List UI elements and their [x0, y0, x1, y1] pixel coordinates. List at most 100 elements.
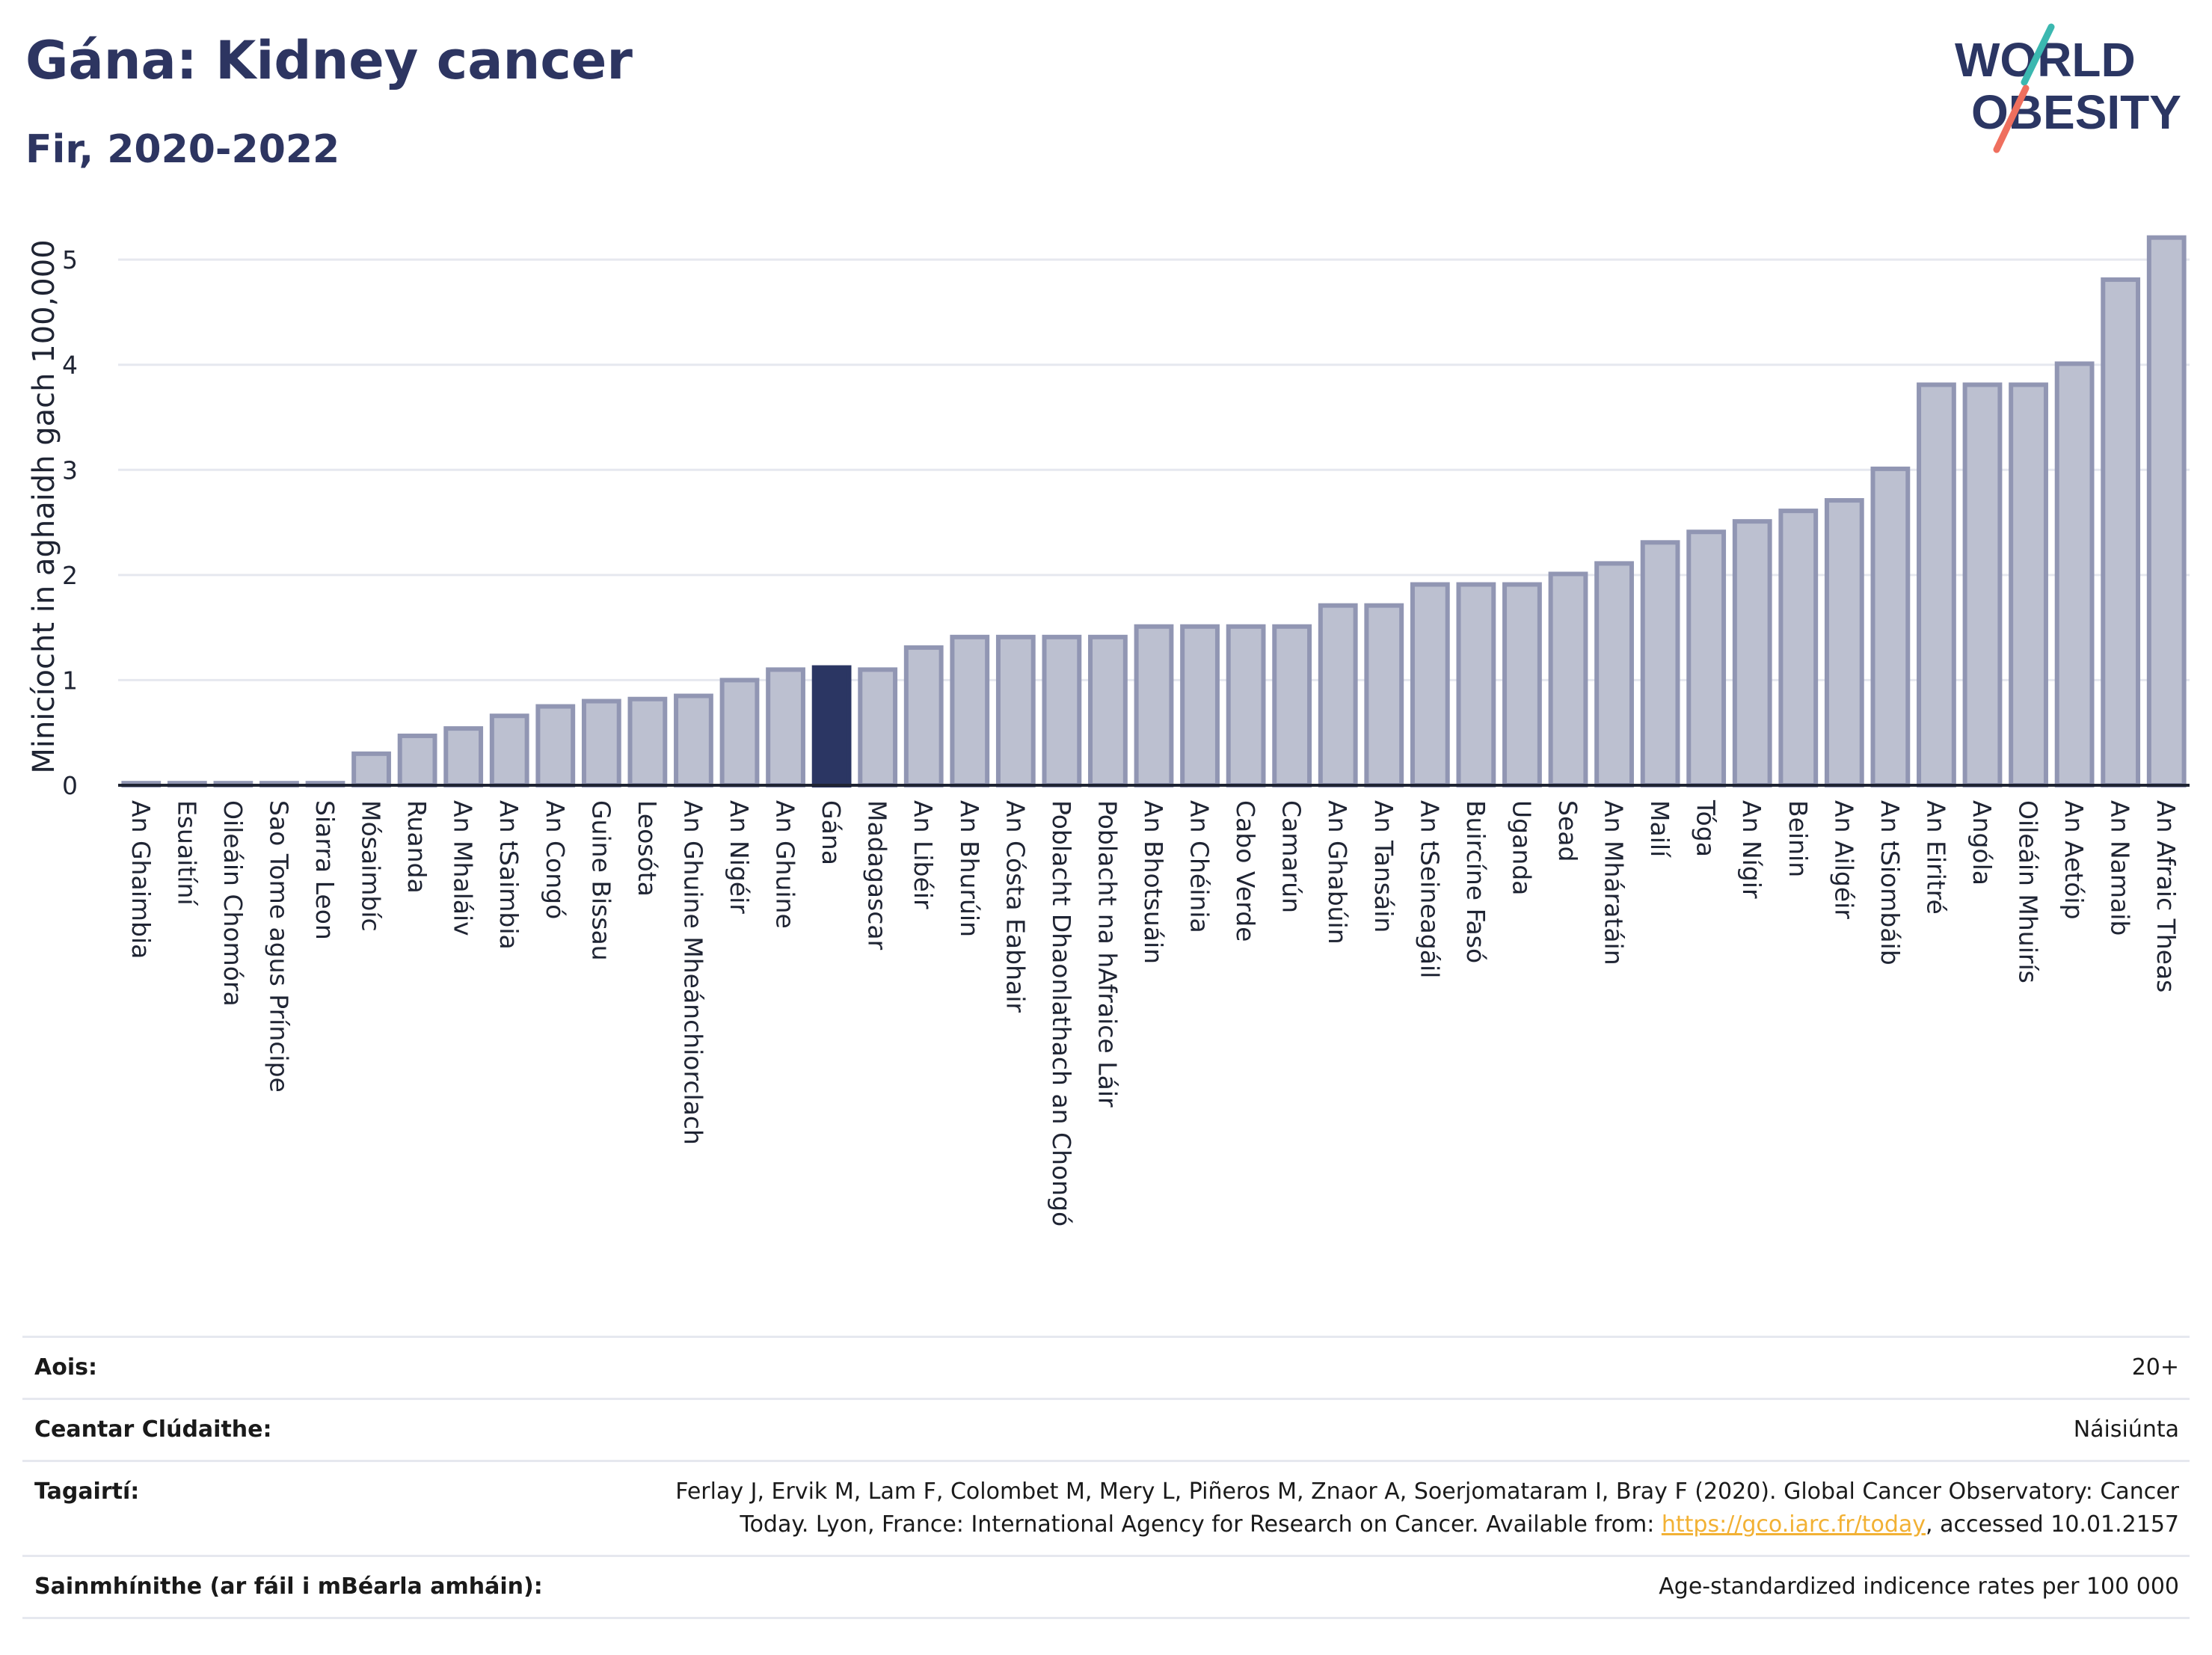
chart-title: Gána: Kidney cancer — [25, 30, 633, 91]
logo-slash-coral — [1993, 85, 2030, 153]
info-label: Ceantar Clúdaithe: — [34, 1416, 272, 1443]
bar — [1778, 509, 1819, 787]
bar — [627, 696, 668, 787]
bar — [950, 634, 990, 787]
x-tick-label: An Ghuine — [771, 800, 800, 929]
x-tick-label: Angóla — [1967, 800, 1997, 885]
x-tick-label: An Congó — [541, 800, 570, 919]
bar — [1962, 382, 2003, 787]
x-tick-label: Leosóta — [633, 800, 662, 897]
info-value-references: Ferlay J, Ervik M, Lam F, Colombet M, Me… — [639, 1476, 2179, 1541]
x-tick-label: An Chéinia — [1185, 800, 1214, 933]
x-tick-label: An Cósta Eabhair — [1001, 800, 1030, 1013]
x-tick-label: Cabo Verde — [1231, 800, 1260, 942]
x-tick-label: Beinin — [1784, 800, 1813, 877]
x-tick-label: An Tansáin — [1369, 800, 1398, 933]
x-tick-label: An Ghabúin — [1323, 800, 1352, 945]
bar — [1134, 624, 1174, 788]
x-tick-label: Ruanda — [402, 800, 431, 894]
bar — [351, 751, 391, 788]
bar — [1917, 382, 1956, 787]
x-tick-label: Madagascar — [863, 800, 892, 951]
chart-subtitle: Fir, 2020-2022 — [25, 127, 340, 172]
y-tick-label: 0 — [62, 771, 78, 800]
x-tick-label: An Eiritré — [1921, 800, 1950, 915]
bar — [766, 667, 805, 788]
reference-link[interactable]: https://gco.iarc.fr/today — [1661, 1511, 1926, 1538]
bar — [1226, 624, 1266, 788]
bar — [581, 698, 621, 788]
x-tick-label: An Ghaimbia — [126, 800, 156, 959]
bar — [1272, 624, 1312, 788]
x-tick-label: An Afraic Theas — [2151, 800, 2181, 992]
bar-highlight — [811, 665, 852, 787]
bar — [1318, 603, 1358, 787]
x-tick-label: Esuaitíní — [172, 800, 201, 906]
x-tick-label: Poblacht na hAfraice Láir — [1093, 800, 1122, 1108]
info-label: Aois: — [34, 1354, 97, 1381]
bar — [2054, 361, 2095, 787]
x-tick-label: Mailí — [1645, 800, 1674, 859]
y-tick-label: 4 — [62, 351, 78, 380]
y-tick-label: 1 — [62, 666, 78, 695]
x-tick-label: Gána — [817, 800, 846, 865]
x-tick-label: An tSiombáib — [1875, 800, 1905, 965]
info-value: Náisiúnta — [2073, 1416, 2179, 1443]
bar — [1456, 582, 1496, 787]
x-tick-label: Tóga — [1692, 799, 1721, 857]
info-row-definitions: Sainmhínithe (ar fáil i mBéarla amháin):… — [22, 1555, 2190, 1619]
x-tick-label: An Aetóip — [2059, 800, 2089, 920]
y-tick-label: 3 — [62, 455, 78, 485]
info-row-coverage: Ceantar Clúdaithe: Náisiúnta — [22, 1398, 2190, 1460]
bar — [674, 693, 713, 787]
info-table: Aois: 20+ Ceantar Clúdaithe: Náisiúnta T… — [22, 1336, 2190, 1619]
bar — [1640, 540, 1680, 787]
bar — [489, 713, 529, 788]
x-tick-label: Oileáin Mhuirís — [2014, 800, 2043, 983]
x-tick-label: Guine Bissau — [586, 800, 615, 961]
bar — [2009, 382, 2048, 787]
info-label: Sainmhínithe (ar fáil i mBéarla amháin): — [34, 1573, 543, 1600]
info-value: 20+ — [2131, 1354, 2179, 1381]
bar — [903, 645, 944, 788]
bar — [2101, 277, 2141, 787]
reference-text: Ferlay J, Ervik M, Lam F, Colombet M, Me… — [675, 1479, 2179, 1538]
bar — [1088, 634, 1128, 787]
x-tick-label: Mósaimbíc — [357, 800, 386, 932]
world-obesity-logo: WORLD OBESITY — [1955, 23, 2181, 153]
bar — [1364, 603, 1404, 787]
bar — [2146, 235, 2187, 788]
x-tick-label: An Libéir — [909, 800, 938, 909]
x-tick-label: An Namaib — [2106, 800, 2135, 936]
x-tick-label: Siarra Leon — [310, 800, 340, 940]
bar — [1180, 624, 1220, 788]
x-tick-label: Sao Tome agus Príncipe — [264, 800, 293, 1093]
y-axis-label: Minicíocht in aghaidh gach 100,000 — [27, 239, 61, 773]
bar — [1870, 466, 1911, 787]
y-tick-label: 2 — [62, 561, 78, 590]
x-tick-label: An Mháratáin — [1600, 800, 1629, 965]
bar — [1594, 561, 1634, 787]
x-tick-label: An Ailgéir — [1829, 800, 1858, 919]
logo-slash-teal — [2021, 23, 2055, 86]
x-tick-label: Oileáin Chomóra — [218, 800, 248, 1007]
x-tick-label: Poblacht Dhaonlathach an Chongó — [1047, 800, 1076, 1226]
info-row-age: Aois: 20+ — [22, 1336, 2190, 1398]
y-tick-label: 5 — [62, 245, 78, 274]
info-row-references: Tagairtí: Ferlay J, Ervik M, Lam F, Colo… — [22, 1460, 2190, 1555]
info-value: Age-standardized indicence rates per 100… — [1659, 1573, 2179, 1600]
bar — [1042, 634, 1082, 787]
x-tick-label: An Bhotsuáin — [1139, 800, 1168, 964]
bar — [1548, 571, 1588, 787]
chart-area: 0 1 2 3 4 5 Minicíocht in aghaidh gach 100,000… — [0, 194, 2212, 1316]
bar — [858, 667, 898, 788]
bar — [1502, 582, 1542, 787]
bar — [719, 678, 760, 787]
bar — [535, 704, 576, 788]
x-tick-label: An Ghuine Mheánchiorclach — [678, 800, 707, 1145]
bar — [1686, 529, 1727, 787]
bar — [443, 726, 484, 788]
reference-suffix: , accessed 10.01.2157 — [1926, 1511, 2179, 1538]
bar — [1732, 519, 1772, 787]
